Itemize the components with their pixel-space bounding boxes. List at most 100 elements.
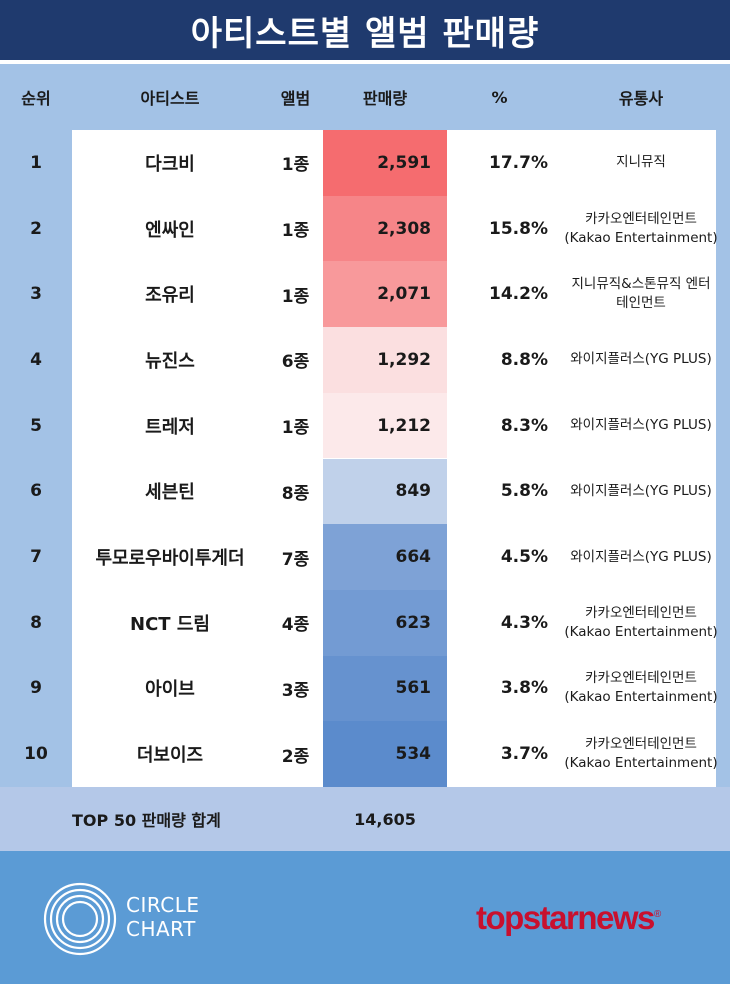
artist-cell: 아이브 — [145, 679, 195, 701]
rank-cell: 8 — [30, 612, 42, 633]
percent-cell: 4.3% — [500, 612, 548, 633]
album-cell: 4종 — [281, 615, 310, 636]
sales-heat-cell — [323, 458, 447, 525]
artist-cell: 트레저 — [145, 416, 195, 438]
circle-chart-line1: CIRCLE — [126, 893, 200, 917]
artist-cell: 투모로우바이투게더 — [95, 548, 245, 570]
distributor-cell: 와이지플러스(YG PLUS) — [556, 524, 726, 590]
distributor-cell: 카카오엔터테인먼트 (Kakao Entertainment) — [556, 196, 726, 262]
sales-cell: 561 — [395, 678, 432, 699]
percent-cell: 17.7% — [489, 152, 548, 173]
circle-chart-logo-icon — [43, 882, 117, 956]
header-pct: % — [491, 87, 508, 107]
artist-cell: NCT 드림 — [130, 613, 210, 635]
sales-cell: 849 — [395, 481, 432, 502]
rank-cell: 9 — [30, 678, 42, 699]
distributor-line1: 지니뮤직&스톤뮤직 엔터 — [571, 276, 711, 293]
table-row: 7 투모로우바이투게더 7종 664 4.5% 와이지플러스(YG PLUS) — [0, 524, 730, 590]
table-row: 6 세븐틴 8종 849 5.8% 와이지플러스(YG PLUS) — [0, 458, 730, 525]
distributor-line2: 테인먼트 — [616, 295, 666, 312]
album-cell: 1종 — [281, 221, 310, 242]
topstarnews-wordmark: topstarnews — [476, 899, 655, 936]
distributor-cell: 카카오엔터테인먼트 (Kakao Entertainment) — [556, 721, 726, 787]
distributor-cell: 카카오엔터테인먼트 (Kakao Entertainment) — [556, 656, 726, 722]
distributor-line1: 카카오엔터테인먼트 — [585, 736, 697, 753]
rank-cell: 7 — [30, 547, 42, 568]
distributor-cell: 와이지플러스(YG PLUS) — [556, 393, 726, 459]
artist-cell: 세븐틴 — [145, 482, 195, 504]
sales-cell: 2,591 — [377, 152, 431, 173]
album-cell: 8종 — [281, 483, 310, 504]
circle-chart-line2: CHART — [126, 917, 196, 941]
distributor-cell: 카카오엔터테인먼트 (Kakao Entertainment) — [556, 590, 726, 656]
table-header: 순위 아티스트 앨범 판매량 % 유통사 — [0, 64, 730, 130]
sales-heat-cell — [323, 261, 447, 328]
table-row: 9 아이브 3종 561 3.8% 카카오엔터테인먼트 (Kakao Entertainme… — [0, 655, 730, 722]
percent-cell: 15.8% — [489, 218, 548, 239]
rank-cell: 1 — [30, 152, 42, 173]
rank-cell: 2 — [30, 218, 42, 239]
table-row: 5 트레저 1종 1,212 8.3% 와이지플러스(YG PLUS) — [0, 392, 730, 459]
sales-heat-cell — [323, 524, 447, 590]
sales-heat-cell — [323, 721, 447, 787]
percent-cell: 3.7% — [500, 744, 548, 765]
table-row: 10 더보이즈 2종 534 3.7% 카카오엔터테인먼트 (Kakao Entertain… — [0, 721, 730, 787]
album-cell: 3종 — [281, 680, 310, 701]
distributor-line1: 카카오엔터테인먼트 — [585, 670, 697, 687]
sales-cell: 534 — [395, 744, 432, 765]
artist-cell: 뉴진스 — [145, 350, 195, 372]
table-row: 1 다크비 1종 2,591 17.7% 지니뮤직 — [0, 130, 730, 196]
distributor-line1: 와이지플러스(YG PLUS) — [570, 548, 712, 565]
distributor-line1: 지니뮤직 — [616, 154, 666, 171]
rank-cell: 3 — [30, 284, 42, 305]
sales-heat-cell — [323, 130, 447, 196]
rank-cell: 6 — [30, 481, 42, 502]
sales-heat-cell — [323, 655, 447, 722]
circle-chart-wordmark: CIRCLE CHART — [126, 893, 200, 941]
page-title: 아티스트별 앨범 판매량 — [190, 13, 540, 54]
percent-cell: 4.5% — [500, 547, 548, 568]
topstarnews-logo: topstarnews® — [476, 899, 661, 937]
total-value: 14,605 — [354, 809, 416, 829]
table-row: 2 엔싸인 1종 2,308 15.8% 카카오엔터테인먼트 (Kakao Entertai… — [0, 195, 730, 262]
header-sales: 판매량 — [362, 89, 408, 108]
sales-cell: 623 — [395, 612, 432, 633]
artist-cell: 더보이즈 — [136, 745, 204, 767]
sales-heat-cell — [323, 195, 447, 262]
distributor-line2: (Kakao Entertainment) — [564, 623, 718, 640]
percent-cell: 8.8% — [500, 349, 548, 370]
distributor-cell: 와이지플러스(YG PLUS) — [556, 327, 726, 393]
sales-cell: 664 — [395, 547, 432, 568]
distributor-line2: (Kakao Entertainment) — [564, 689, 718, 706]
percent-cell: 5.8% — [500, 481, 548, 502]
total-label: TOP 50 판매량 합계 — [72, 811, 221, 830]
total-row: TOP 50 판매량 합계 14,605 — [0, 787, 730, 851]
artist-cell: 다크비 — [145, 153, 195, 175]
rank-cell: 5 — [30, 415, 42, 436]
sales-heat-cell — [323, 392, 447, 459]
header-album: 앨범 — [280, 89, 311, 108]
registered-mark: ® — [653, 909, 661, 920]
album-cell: 7종 — [281, 549, 310, 570]
distributor-cell: 와이지플러스(YG PLUS) — [556, 459, 726, 525]
distributor-cell: 지니뮤직 — [556, 130, 726, 196]
rank-cell: 4 — [30, 349, 42, 370]
artist-cell: 조유리 — [145, 285, 195, 307]
percent-cell: 8.3% — [500, 415, 548, 436]
distributor-line1: 와이지플러스(YG PLUS) — [570, 351, 712, 368]
distributor-line1: 카카오엔터테인먼트 — [585, 210, 697, 227]
rank-column-background — [0, 130, 72, 787]
rank-cell: 10 — [24, 744, 48, 765]
album-cell: 1종 — [281, 155, 310, 176]
album-cell: 6종 — [281, 352, 310, 373]
sales-heat-cell — [323, 589, 447, 656]
table-row: 3 조유리 1종 2,071 14.2% 지니뮤직&스톤뮤직 엔터 테인먼트 — [0, 261, 730, 328]
distributor-line1: 와이지플러스(YG PLUS) — [570, 482, 712, 499]
album-cell: 1종 — [281, 418, 310, 439]
distributor-line2: (Kakao Entertainment) — [564, 755, 718, 772]
distributor-line1: 카카오엔터테인먼트 — [585, 604, 697, 621]
distributor-line1: 와이지플러스(YG PLUS) — [570, 417, 712, 434]
right-edge-background — [716, 130, 730, 787]
album-cell: 2종 — [281, 746, 310, 767]
